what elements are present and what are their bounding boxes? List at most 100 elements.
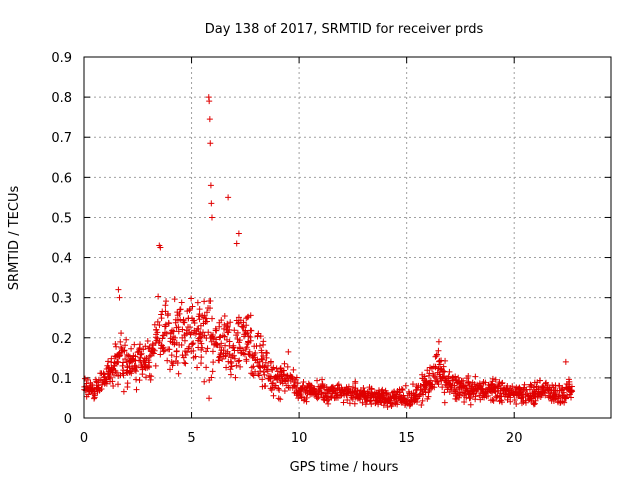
data-point <box>230 352 237 359</box>
data-point <box>456 392 463 399</box>
data-point <box>518 388 525 395</box>
data-point <box>149 341 156 348</box>
data-point <box>194 299 201 306</box>
data-point <box>270 392 277 399</box>
y-tick-label: 0.9 <box>51 51 72 66</box>
data-point <box>171 296 178 303</box>
x-tick-label: 0 <box>80 431 88 446</box>
data-point <box>235 320 242 327</box>
data-point <box>108 355 115 362</box>
data-point <box>209 368 216 375</box>
data-point <box>198 340 205 347</box>
data-point <box>561 399 568 406</box>
x-axis-label: GPS time / hours <box>290 460 399 475</box>
data-point <box>314 395 321 402</box>
data-point <box>156 322 163 329</box>
data-point <box>186 343 193 350</box>
data-point <box>167 366 174 373</box>
data-point <box>259 376 266 383</box>
data-point <box>402 382 409 389</box>
data-point <box>441 399 448 406</box>
data-point <box>354 387 361 394</box>
data-point <box>224 323 231 330</box>
data-point <box>203 364 210 371</box>
data-point <box>435 381 442 388</box>
data-point <box>294 380 301 387</box>
data-point <box>422 389 429 396</box>
data-point <box>207 182 214 189</box>
y-tick-label: 0.8 <box>51 91 72 106</box>
data-point <box>275 395 282 402</box>
data-point <box>123 336 130 343</box>
data-point <box>217 351 224 358</box>
data-point <box>160 344 167 351</box>
data-point <box>511 396 518 403</box>
data-point <box>157 244 164 251</box>
data-point <box>225 194 232 201</box>
data-point <box>124 380 131 387</box>
data-point <box>162 302 169 309</box>
x-tick-labels: 0 5 10 15 20 <box>80 431 523 446</box>
data-point <box>178 341 185 348</box>
data-point <box>227 366 234 373</box>
data-point <box>479 385 486 392</box>
data-point <box>175 328 182 335</box>
data-point <box>180 319 187 326</box>
data-point <box>98 385 105 392</box>
data-point <box>157 351 164 358</box>
data-point <box>170 328 177 335</box>
data-point <box>173 348 180 355</box>
data-point <box>218 317 225 324</box>
data-point <box>394 401 401 408</box>
data-point <box>195 326 202 333</box>
data-point <box>499 399 506 406</box>
data-point <box>457 380 464 387</box>
y-tick-label: 0.1 <box>51 372 72 387</box>
data-point <box>151 347 158 354</box>
data-point <box>252 368 259 375</box>
data-point <box>368 401 375 408</box>
data-point <box>206 116 213 123</box>
data-point <box>206 395 213 402</box>
data-point <box>155 293 162 300</box>
data-point <box>406 401 413 408</box>
data-point <box>455 394 462 401</box>
data-point <box>131 341 138 348</box>
data-point <box>137 351 144 358</box>
data-point <box>84 376 91 383</box>
data-point <box>418 401 425 408</box>
data-point <box>303 398 310 405</box>
data-point <box>440 363 447 370</box>
data-point <box>359 399 366 406</box>
chart-title: Day 138 of 2017, SRMTID for receiver prd… <box>205 22 484 37</box>
data-point <box>281 387 288 394</box>
data-point <box>144 338 151 345</box>
data-point <box>252 349 259 356</box>
data-point <box>471 381 478 388</box>
data-point <box>118 330 125 337</box>
data-point <box>384 403 391 410</box>
data-point <box>418 387 425 394</box>
data-point <box>562 358 569 365</box>
data-point <box>133 386 140 393</box>
data-point <box>184 349 191 356</box>
data-point <box>190 340 197 347</box>
data-point <box>472 373 479 380</box>
data-point <box>120 388 127 395</box>
data-point <box>154 318 161 325</box>
data-point <box>194 364 201 371</box>
data-point <box>208 200 215 207</box>
data-point <box>467 401 474 408</box>
data-point <box>527 381 534 388</box>
data-point <box>277 396 284 403</box>
data-point <box>442 357 449 364</box>
data-point <box>530 401 537 408</box>
x-tick-label: 5 <box>187 431 195 446</box>
data-point <box>383 390 390 397</box>
data-point <box>181 359 188 366</box>
data-point <box>243 344 250 351</box>
data-point <box>226 326 233 333</box>
data-point <box>247 337 254 344</box>
data-point <box>95 384 102 391</box>
data-point <box>513 400 520 407</box>
